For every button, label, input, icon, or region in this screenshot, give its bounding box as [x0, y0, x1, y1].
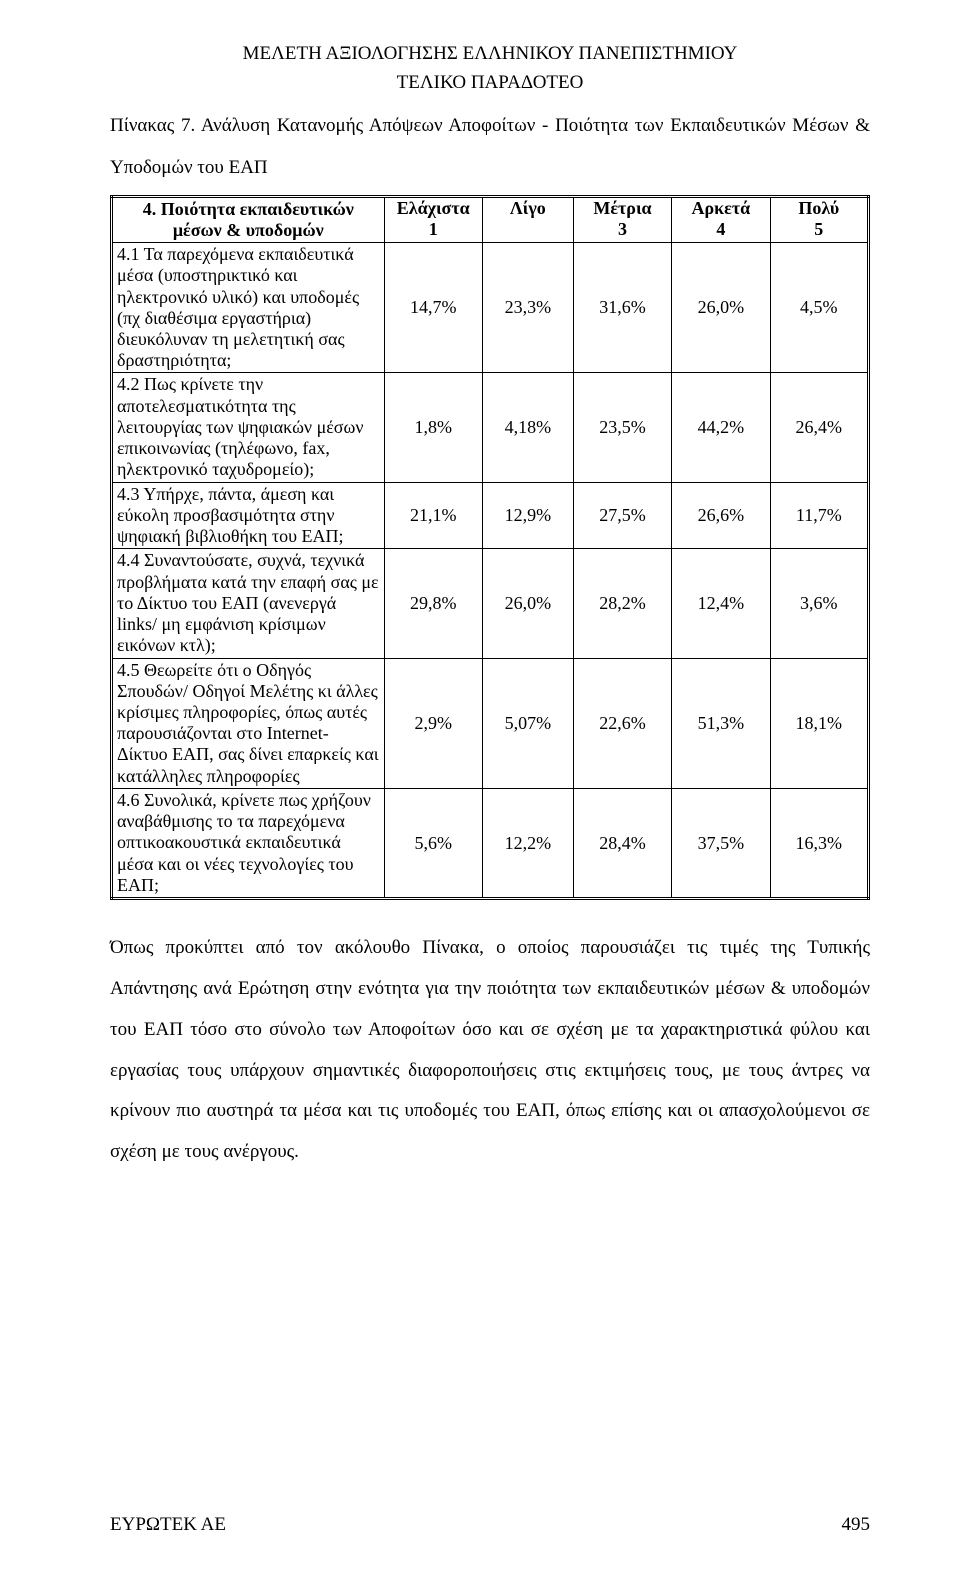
table-row: 4.3 Υπήρχε, πάντα, άμεση και εύκολη προσ… — [112, 482, 869, 549]
row-val: 4,5% — [770, 243, 868, 373]
row-label: 4.3 Υπήρχε, πάντα, άμεση και εύκολη προσ… — [112, 482, 385, 549]
page: ΜΕΛΕΤΗ ΑΞΙΟΛΟΓΗΣΗΣ ΕΛΛΗΝΙΚΟΥ ΠΑΝΕΠΙΣΤΗΜΙ… — [0, 0, 960, 1576]
col-header-4a: Αρκετά — [692, 198, 751, 218]
table-row: 4.5 Θεωρείτε ότι ο Οδηγός Σπουδών/ Οδηγο… — [112, 658, 869, 788]
col-header-5: Πολύ 5 — [770, 196, 868, 242]
row-val: 2,9% — [384, 658, 482, 788]
row-val: 28,2% — [573, 549, 671, 658]
row-val: 23,5% — [573, 373, 671, 482]
row-val: 37,5% — [672, 788, 770, 898]
row-val: 3,6% — [770, 549, 868, 658]
row-label: 4.5 Θεωρείτε ότι ο Οδηγός Σπουδών/ Οδηγο… — [112, 658, 385, 788]
row-val: 26,6% — [672, 482, 770, 549]
row-val: 31,6% — [573, 243, 671, 373]
row-val: 1,8% — [384, 373, 482, 482]
col-header-1b: 1 — [429, 219, 438, 239]
col-header-4: Αρκετά 4 — [672, 196, 770, 242]
row-val: 5,6% — [384, 788, 482, 898]
doc-header-line2: ΤΕΛΙΚΟ ΠΑΡΑΔΟΤΕΟ — [110, 69, 870, 98]
row-val: 5,07% — [482, 658, 573, 788]
row-val: 18,1% — [770, 658, 868, 788]
row-val: 28,4% — [573, 788, 671, 898]
row-val: 29,8% — [384, 549, 482, 658]
row-val: 11,7% — [770, 482, 868, 549]
survey-table: 4. Ποιότητα εκπαιδευτικών μέσων & υποδομ… — [110, 195, 870, 901]
row-val: 22,6% — [573, 658, 671, 788]
row-val: 4,18% — [482, 373, 573, 482]
row-val: 16,3% — [770, 788, 868, 898]
footer-page-number: 495 — [842, 1514, 871, 1536]
table-row: 4.1 Τα παρεχόμενα εκπαιδευτικά μέσα (υπο… — [112, 243, 869, 373]
row-val: 14,7% — [384, 243, 482, 373]
row-val: 27,5% — [573, 482, 671, 549]
row-label: 4.2 Πως κρίνετε την αποτελεσματικότητα τ… — [112, 373, 385, 482]
doc-header-line1: ΜΕΛΕΤΗ ΑΞΙΟΛΟΓΗΣΗΣ ΕΛΛΗΝΙΚΟΥ ΠΑΝΕΠΙΣΤΗΜΙ… — [110, 40, 870, 69]
row-label: 4.1 Τα παρεχόμενα εκπαιδευτικά μέσα (υπο… — [112, 243, 385, 373]
row-val: 51,3% — [672, 658, 770, 788]
row-val: 26,0% — [672, 243, 770, 373]
col-header-1a: Ελάχιστα — [397, 198, 470, 218]
col-header-2a: Λίγο — [510, 198, 546, 218]
row-val: 12,4% — [672, 549, 770, 658]
col-header-5b: 5 — [814, 219, 823, 239]
row-val: 12,9% — [482, 482, 573, 549]
table-header-row: 4. Ποιότητα εκπαιδευτικών μέσων & υποδομ… — [112, 196, 869, 242]
row-val: 26,0% — [482, 549, 573, 658]
table-row: 4.4 Συναντούσατε, συχνά, τεχνικά προβλήμ… — [112, 549, 869, 658]
body-paragraph: Όπως προκύπτει από τον ακόλουθο Πίνακα, … — [110, 928, 870, 1173]
col-header-text: 4. Ποιότητα εκπαιδευτικών μέσων & υποδομ… — [143, 199, 354, 240]
footer-left: ΕΥΡΩΤΕΚ ΑΕ — [110, 1514, 226, 1536]
col-header-3b: 3 — [618, 219, 627, 239]
row-label: 4.4 Συναντούσατε, συχνά, τεχνικά προβλήμ… — [112, 549, 385, 658]
col-header-1: Ελάχιστα 1 — [384, 196, 482, 242]
col-header-3a: Μέτρια — [593, 198, 651, 218]
table-caption: Πίνακας 7. Ανάλυση Κατανομής Απόψεων Απο… — [110, 105, 870, 189]
col-header-question: 4. Ποιότητα εκπαιδευτικών μέσων & υποδομ… — [112, 196, 385, 242]
table-row: 4.6 Συνολικά, κρίνετε πως χρήζουν αναβάθ… — [112, 788, 869, 898]
page-footer: ΕΥΡΩΤΕΚ ΑΕ 495 — [110, 1514, 870, 1536]
col-header-5a: Πολύ — [798, 198, 839, 218]
col-header-4b: 4 — [716, 219, 725, 239]
row-val: 26,4% — [770, 373, 868, 482]
row-label: 4.6 Συνολικά, κρίνετε πως χρήζουν αναβάθ… — [112, 788, 385, 898]
col-header-3: Μέτρια 3 — [573, 196, 671, 242]
table-row: 4.2 Πως κρίνετε την αποτελεσματικότητα τ… — [112, 373, 869, 482]
col-header-2: Λίγο — [482, 196, 573, 242]
row-val: 12,2% — [482, 788, 573, 898]
row-val: 23,3% — [482, 243, 573, 373]
row-val: 21,1% — [384, 482, 482, 549]
row-val: 44,2% — [672, 373, 770, 482]
